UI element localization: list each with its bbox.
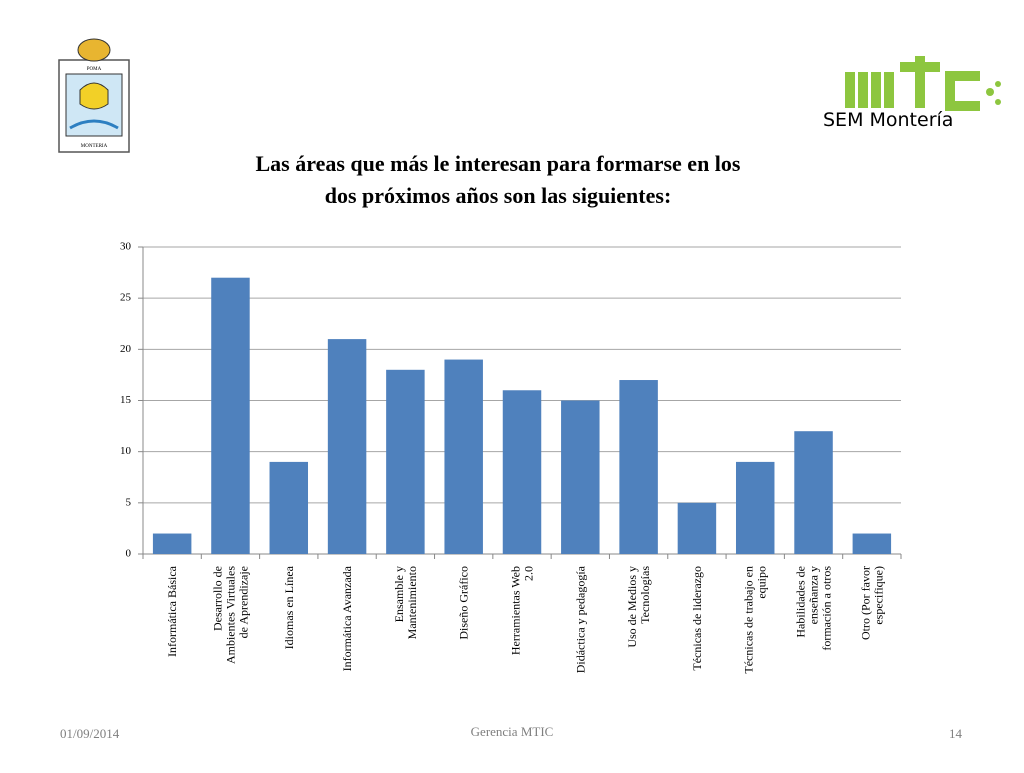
bar bbox=[502, 390, 542, 554]
y-tick-label: 5 bbox=[126, 496, 132, 508]
x-tick-label: Diseño Gráfico bbox=[457, 566, 471, 640]
y-tick-label: 10 bbox=[120, 445, 132, 457]
x-tick-label: Idiomas en Línea bbox=[282, 565, 296, 649]
x-tick-label: Otro (Por favorespecifique) bbox=[858, 566, 885, 640]
bar bbox=[852, 533, 892, 554]
crest bbox=[77, 38, 111, 62]
x-tick-label: Técnicas de liderazgo bbox=[690, 566, 704, 671]
x-tick-label: Informática Básica bbox=[165, 565, 179, 657]
river bbox=[69, 119, 119, 130]
footer-date: 01/09/2014 bbox=[60, 726, 120, 741]
left-logo: POMA MONTERIA bbox=[58, 38, 130, 153]
logo-c bbox=[945, 71, 980, 111]
x-tick-label: Herramientas Web2.0 bbox=[509, 566, 536, 655]
x-tick-label: Uso de Medios yTecnologías bbox=[625, 566, 652, 648]
logo-dot bbox=[995, 99, 1001, 105]
x-tick-label: Desarrollo deAmbientes Virtualesde Apren… bbox=[210, 566, 250, 664]
x-tick-label: Didáctica y pedagogía bbox=[573, 565, 587, 673]
bar bbox=[619, 380, 658, 554]
y-tick-label: 30 bbox=[120, 241, 132, 253]
x-tick-label: Habilidades deenseñanza yformación a otr… bbox=[794, 566, 834, 651]
bar bbox=[794, 431, 833, 554]
logo-text: SEM Montería bbox=[823, 109, 953, 131]
logo-t bbox=[915, 56, 925, 108]
right-logo: SEM Montería bbox=[823, 56, 1001, 131]
footer-page: 14 bbox=[949, 726, 963, 741]
bar bbox=[561, 400, 600, 554]
plot: 0 5 10 15 20 25 30 Informática Básica Desarrollo… bbox=[120, 241, 902, 674]
logo-bar bbox=[858, 72, 868, 108]
bar bbox=[735, 461, 775, 554]
x-tick-label: Informática Avanzada bbox=[340, 565, 354, 671]
bar bbox=[152, 533, 192, 554]
x-tick-label: Técnicas de trabajo enequipo bbox=[742, 566, 769, 674]
logo-dot bbox=[995, 81, 1001, 87]
y-tick-label: 15 bbox=[120, 394, 132, 406]
logo-text: MONTERIA bbox=[81, 144, 108, 149]
bar bbox=[444, 359, 483, 554]
logo-bar bbox=[845, 72, 855, 108]
logo-bar bbox=[871, 72, 881, 108]
bar bbox=[327, 339, 367, 554]
x-tick-label: Ensamble yMantenimiento bbox=[392, 566, 419, 639]
logo-bar bbox=[884, 72, 894, 108]
y-tick-label: 0 bbox=[126, 548, 132, 560]
footer-center: Gerencia MTIC bbox=[471, 724, 554, 739]
bar bbox=[677, 502, 717, 554]
logo-text: POMA bbox=[87, 67, 102, 72]
lyre bbox=[79, 82, 109, 110]
y-tick-label: 20 bbox=[120, 343, 132, 355]
y-tick-label: 25 bbox=[120, 292, 132, 304]
chart-title: Las áreas que más le interesan para form… bbox=[256, 151, 741, 208]
bar bbox=[386, 369, 425, 554]
bar bbox=[269, 461, 309, 554]
bar bbox=[211, 277, 250, 554]
logo-dot bbox=[986, 88, 994, 96]
